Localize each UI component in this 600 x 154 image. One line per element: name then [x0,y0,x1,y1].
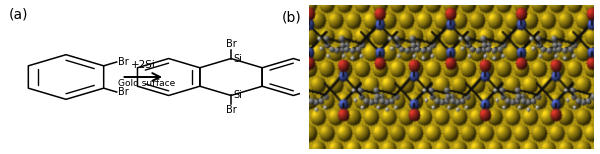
Text: +2Si: +2Si [131,60,155,70]
Text: Br: Br [226,105,236,115]
Text: Br: Br [226,39,236,49]
Text: (a): (a) [9,8,29,22]
Text: Si: Si [233,91,242,100]
Text: Br: Br [118,87,129,97]
Text: Gold surface: Gold surface [118,79,175,88]
Text: Si: Si [233,54,242,63]
Text: Br: Br [118,57,129,67]
Text: (b): (b) [282,11,302,25]
